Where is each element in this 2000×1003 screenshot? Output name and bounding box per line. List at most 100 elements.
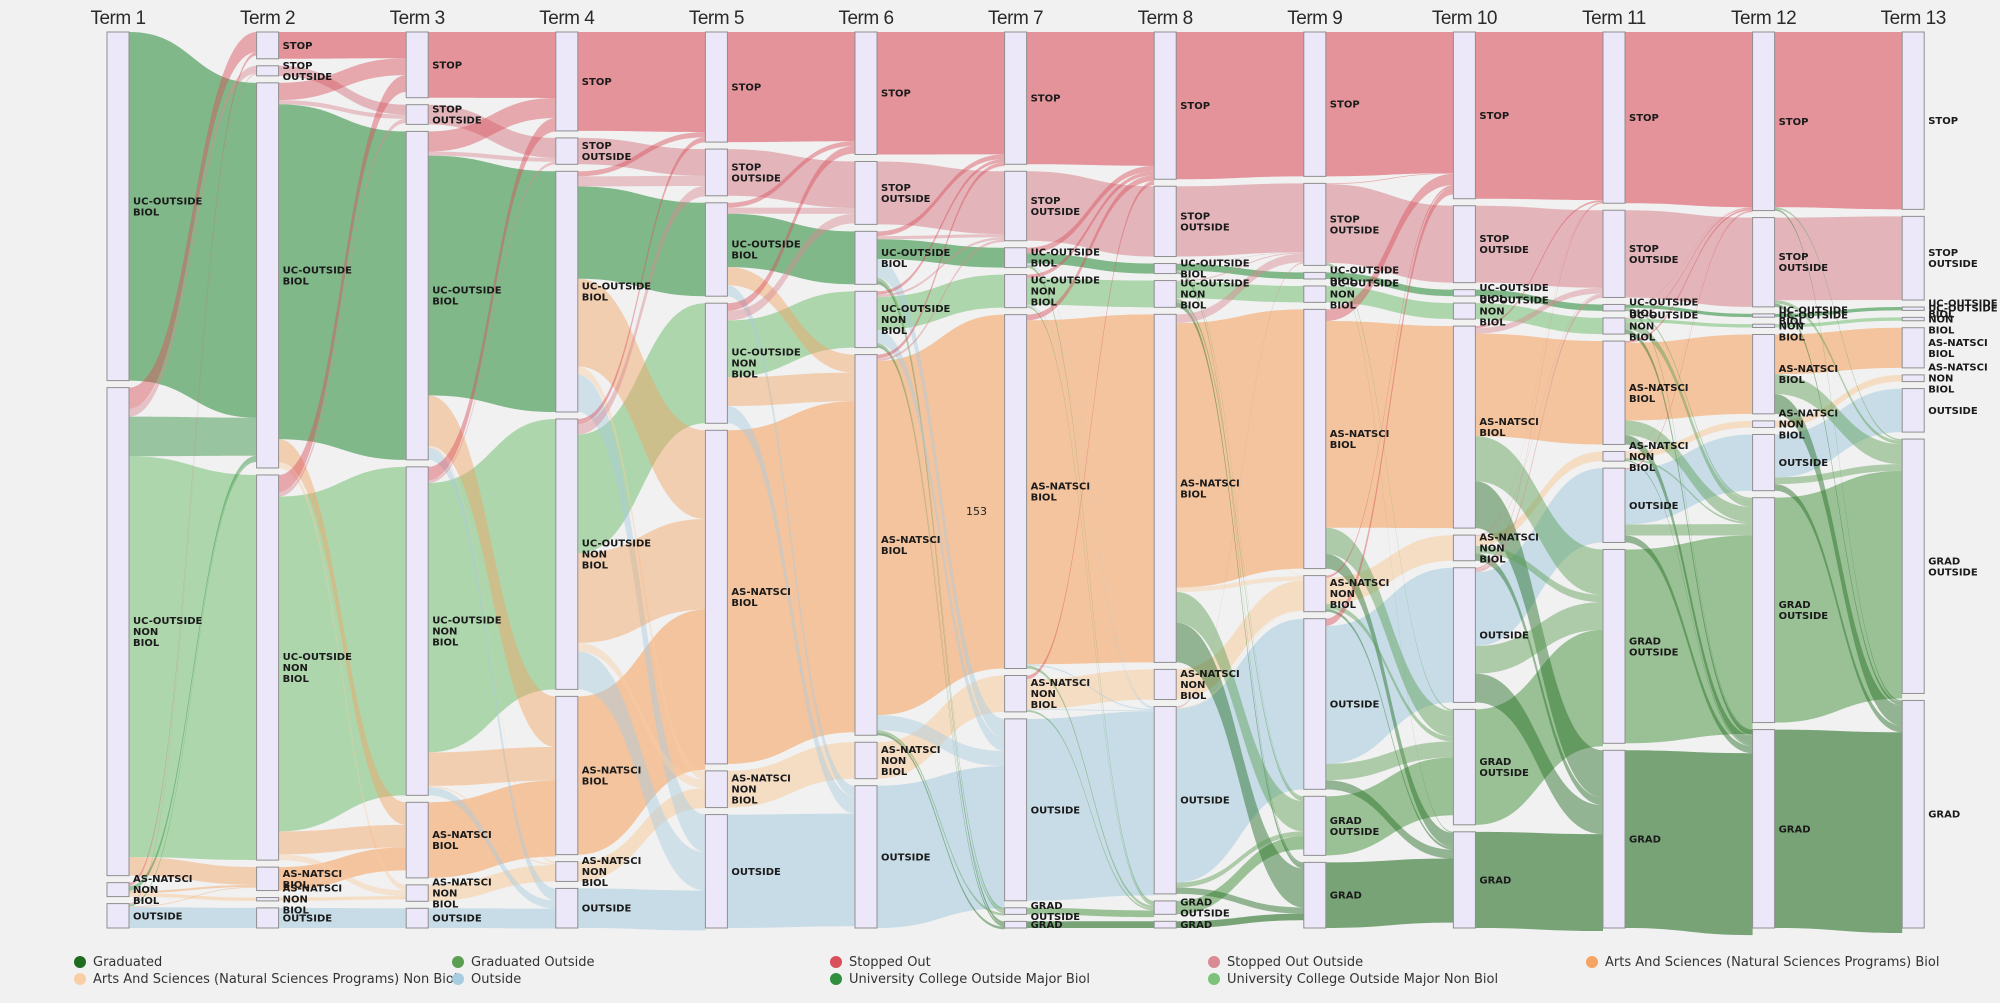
flow-ucb-to-ucb [1625,304,1753,318]
flow-ucnb-to-stop [428,118,556,481]
flow-ucnb-to-asb [278,824,407,855]
term-label: Term 11 [1582,8,1646,29]
node-term-8-grad [1153,920,1177,929]
flow-ucnb-to-out [877,329,1005,752]
flow-ucb-to-grad [1625,309,1753,731]
flow-out-to-out [727,813,855,928]
node-label: AS-NATSCI BIOL [1330,429,1390,451]
flow-ucnb-to-stopo [877,237,1005,297]
node-label: STOP OUTSIDE [582,141,632,163]
flow-stop-to-grado [1774,207,1903,441]
flow-asb-to-out [877,715,1005,767]
node-label: STOP OUTSIDE [1779,252,1829,274]
flow-asnb-to-asnb [1325,535,1454,605]
flow-asb-to-asb [877,314,1005,716]
node-label: UC-OUTSIDE NON BIOL [582,539,652,572]
node-term-2-stop [256,31,280,60]
flow-grad-to-grad [1325,858,1454,928]
legend-label: Outside [471,972,521,987]
flow-out-to-grado [1774,464,1903,485]
flow-stopo-to-grad [1325,264,1454,833]
node-label: AS-NATSCI BIOL [1479,417,1539,439]
flow-out-to-grad [1325,780,1454,859]
node-term-2-out [256,907,280,929]
node-term-2-asb [256,866,280,892]
flow-ucnb-to-grado [1625,322,1753,508]
flow-stopo-to-stopo [278,65,407,115]
flow-asb-to-asb [1325,321,1454,529]
flow-asb-to-grad [1325,554,1454,847]
flow-ucb-to-grado [1026,264,1155,904]
legend-item-outside: Outside [452,972,521,987]
node-term-11-asb [1602,340,1626,445]
flow-ucb-to-ucb [1325,272,1454,297]
flow-asnb-to-asnb [1774,374,1903,428]
flow-ucnb-to-stop [1026,171,1155,279]
node-term-10-ucnb [1452,302,1476,320]
flow-ucb-to-stopo [877,234,1005,240]
flow-ucb-to-asnb [278,462,407,891]
flow-ucb-to-stopo [278,100,407,119]
node-term-4-ucnb [555,418,579,690]
node-label: UC-OUTSIDE NON BIOL [1330,279,1400,312]
node-term-11-grad [1602,749,1626,929]
node-term-10-asnb [1452,534,1476,562]
node-label: UC-OUTSIDE NON BIOL [283,652,353,685]
node-term-3-ucb [405,130,429,461]
flow-ucnb-to-stopo [428,161,556,483]
flow-stopo-to-stopo [1176,183,1304,257]
node-term-7-ucnb [1004,274,1028,309]
flow-ucnb-to-ucnb [577,303,706,554]
node-label: AS-NATSCI NON BIOL [1479,532,1539,565]
flow-ucb-to-out [428,447,556,901]
flow-out-to-grad [1176,887,1304,914]
node-term-10-stop [1452,31,1476,200]
flow-ucnb-to-out [577,651,706,891]
flow-ucb-to-asnb [1176,270,1304,576]
flow-ucb-to-ucb [129,32,257,418]
node-label: AS-NATSCI NON BIOL [1330,578,1390,611]
node-term-9-stopo [1303,182,1327,266]
flow-grad-to-grad [1774,729,1903,934]
node-label: UC-OUTSIDE BIOL [1629,298,1699,320]
flow-asnb-to-asnb [129,893,257,901]
node-label: UC-OUTSIDE BIOL [432,286,502,308]
node-label: AS-NATSCI NON BIOL [133,874,193,907]
flow-asnb-to-asnb [1026,669,1155,710]
flow-asb-to-grad [1774,394,1903,726]
flow-out-to-out [1625,434,1753,525]
term-label: Term 3 [390,8,445,29]
flow-ucnb-to-grad [877,345,1005,927]
node-label: GRAD OUTSIDE [1928,556,1978,578]
legend-swatch [74,956,86,968]
flow-out-to-grado [1325,741,1454,781]
node-term-9-grad [1303,861,1327,929]
node-label: UC-OUTSIDE NON BIOL [1629,311,1699,344]
flow-asb-to-out [1026,664,1155,711]
flow-ucnb-to-stop [278,75,407,493]
flow-asnb-to-asb [129,884,257,894]
flow-ucnb-to-stop [129,32,257,409]
node-term-12-out [1752,433,1776,492]
node-label: GRAD [1779,824,1811,835]
node-label: AS-NATSCI NON BIOL [432,878,492,911]
node-term-13-grado [1901,438,1925,694]
flow-ucnb-to-asnb [428,785,556,866]
node-term-12-ucb [1752,313,1776,318]
flow-ucb-to-ucb [428,155,556,412]
node-term-7-grado [1004,907,1028,915]
flow-ucnb-to-stopo [727,213,855,321]
node-label: OUTSIDE [881,852,931,863]
node-label: AS-NATSCI BIOL [1031,482,1091,504]
node-label: OUTSIDE [1629,501,1679,512]
flow-asb-to-stopo [877,239,1005,361]
term-label: Term 12 [1731,8,1796,29]
flow-asb-to-grado [1625,420,1753,523]
node-term-5-stop [704,31,728,143]
flow-stop-to-stop [1625,32,1753,208]
flow-ucb-to-ucb [877,239,1005,268]
flow-asb-to-grado [1176,591,1304,832]
legend-label: Graduated Outside [471,955,595,970]
flow-grad-to-grad [1176,913,1304,928]
node-label: STOP OUTSIDE [1479,234,1529,256]
